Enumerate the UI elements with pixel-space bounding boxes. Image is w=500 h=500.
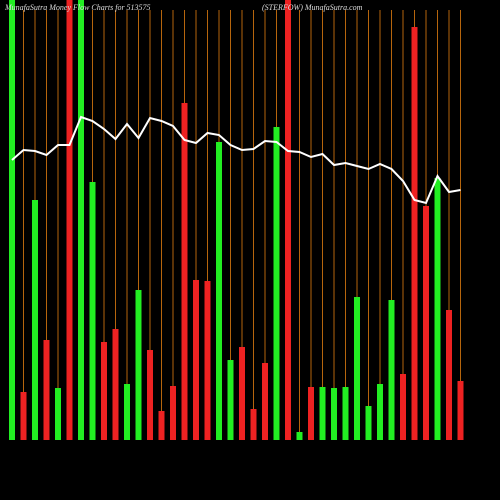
bar [135,290,142,440]
bar [250,409,257,440]
bar [78,0,84,440]
bar [43,340,50,440]
bar [308,387,314,440]
bar [319,387,326,440]
bar [66,0,73,440]
bar [377,384,383,440]
bar [400,374,406,440]
bar [411,27,418,440]
bar [273,127,280,440]
bar [112,329,119,440]
bar [101,342,107,440]
bar [20,392,27,440]
flow-line [11,115,461,205]
bar [262,363,268,440]
bar [446,310,452,440]
bar [147,350,153,440]
bar [227,360,234,440]
bar [204,281,211,440]
bar [457,381,464,440]
bar [388,300,395,440]
bar [285,0,291,440]
bar [32,200,38,440]
bar [434,178,441,440]
bar [89,182,96,440]
bar [55,388,61,440]
bar [193,280,199,440]
bars [9,0,464,440]
bar [354,297,360,440]
bar [342,387,349,440]
chart-subtitle: (STERFOW) MunafaSutra.com [262,3,363,12]
line-layer [11,115,461,205]
chart-title: MunafaSutra Money Flow Charts for 513575 [4,3,151,12]
bar [158,411,165,440]
bar [216,142,222,440]
bar [124,384,130,440]
bar [296,432,303,440]
bar [365,406,372,440]
bar [9,0,15,440]
bar [181,103,188,440]
bar [423,206,429,440]
bar [170,386,176,440]
bar [331,388,337,440]
bar [239,347,245,440]
